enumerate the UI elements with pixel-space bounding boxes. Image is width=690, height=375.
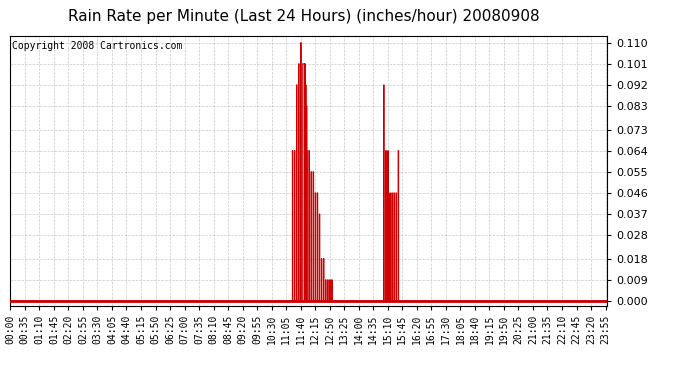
Text: Rain Rate per Minute (Last 24 Hours) (inches/hour) 20080908: Rain Rate per Minute (Last 24 Hours) (in… bbox=[68, 9, 540, 24]
Text: Copyright 2008 Cartronics.com: Copyright 2008 Cartronics.com bbox=[12, 41, 182, 51]
